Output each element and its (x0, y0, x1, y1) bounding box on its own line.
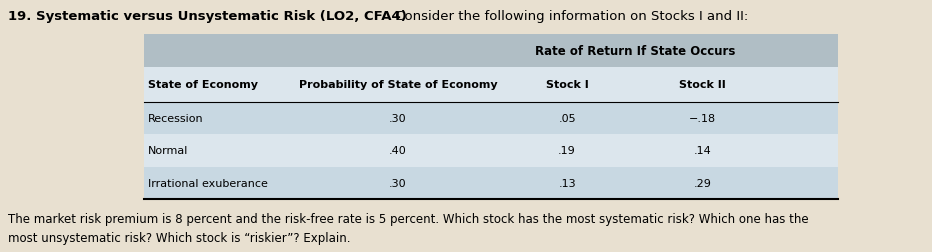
FancyBboxPatch shape (144, 67, 838, 102)
Text: .05: .05 (558, 113, 576, 123)
Text: 19. Systematic versus Unsystematic Risk (LO2, CFA4): 19. Systematic versus Unsystematic Risk … (8, 10, 407, 23)
Text: .30: .30 (389, 178, 406, 188)
FancyBboxPatch shape (144, 167, 838, 199)
Text: .30: .30 (389, 113, 406, 123)
Text: .13: .13 (558, 178, 576, 188)
Text: Consider the following information on Stocks I and II:: Consider the following information on St… (391, 10, 748, 23)
Text: .29: .29 (693, 178, 711, 188)
Text: State of Economy: State of Economy (148, 80, 258, 90)
Text: .19: .19 (558, 146, 576, 156)
Text: The market risk premium is 8 percent and the risk-free rate is 5 percent. Which : The market risk premium is 8 percent and… (8, 212, 809, 244)
FancyBboxPatch shape (144, 102, 838, 135)
Text: .14: .14 (693, 146, 711, 156)
Text: Stock I: Stock I (546, 80, 588, 90)
Text: Probability of State of Economy: Probability of State of Economy (298, 80, 497, 90)
Text: Normal: Normal (148, 146, 188, 156)
Text: .40: .40 (389, 146, 406, 156)
Text: Rate of Return If State Occurs: Rate of Return If State Occurs (535, 45, 735, 57)
Text: Stock II: Stock II (679, 80, 726, 90)
Text: Irrational exuberance: Irrational exuberance (148, 178, 268, 188)
FancyBboxPatch shape (144, 135, 838, 167)
Text: −.18: −.18 (689, 113, 716, 123)
Text: Recession: Recession (148, 113, 204, 123)
FancyBboxPatch shape (144, 35, 838, 67)
